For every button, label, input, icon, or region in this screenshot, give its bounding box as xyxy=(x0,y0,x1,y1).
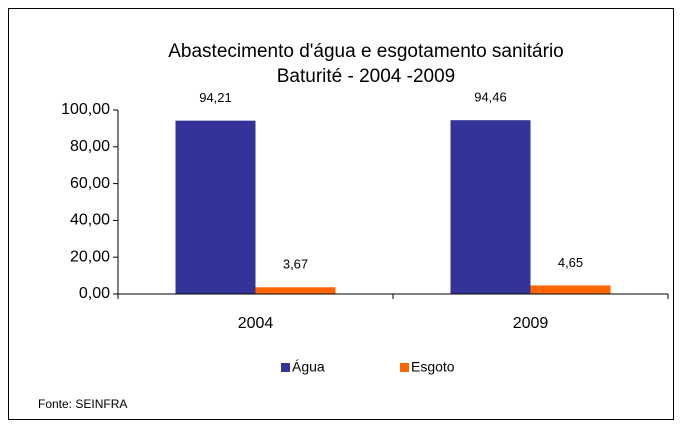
bar xyxy=(450,120,531,294)
bar xyxy=(530,285,611,294)
legend-swatch xyxy=(400,363,409,372)
legend-swatch xyxy=(281,363,290,372)
legend-label: Água xyxy=(292,359,325,375)
chart-title: Abastecimento d'água e esgotamento sanit… xyxy=(168,41,564,62)
x-tick-label: 2004 xyxy=(238,315,274,332)
y-tick-label: 60,00 xyxy=(70,175,110,192)
bar xyxy=(175,120,256,295)
x-tick-label: 2009 xyxy=(513,315,549,332)
y-tick-label: 20,00 xyxy=(70,248,110,265)
data-label: 4,65 xyxy=(558,255,583,270)
data-label: 94,46 xyxy=(474,90,507,105)
y-tick-label: 80,00 xyxy=(70,138,110,155)
chart-border xyxy=(8,8,674,420)
data-label: 94,21 xyxy=(199,90,232,105)
chart-subtitle: Baturité - 2004 -2009 xyxy=(277,66,456,87)
bar xyxy=(255,287,336,294)
legend-label: Esgoto xyxy=(411,359,455,375)
y-tick-label: 100,00 xyxy=(61,101,110,118)
source-note: Fonte: SEINFRA xyxy=(38,397,127,411)
y-tick-label: 40,00 xyxy=(70,212,110,229)
y-tick-label: 0,00 xyxy=(79,285,110,302)
data-label: 3,67 xyxy=(283,257,308,272)
